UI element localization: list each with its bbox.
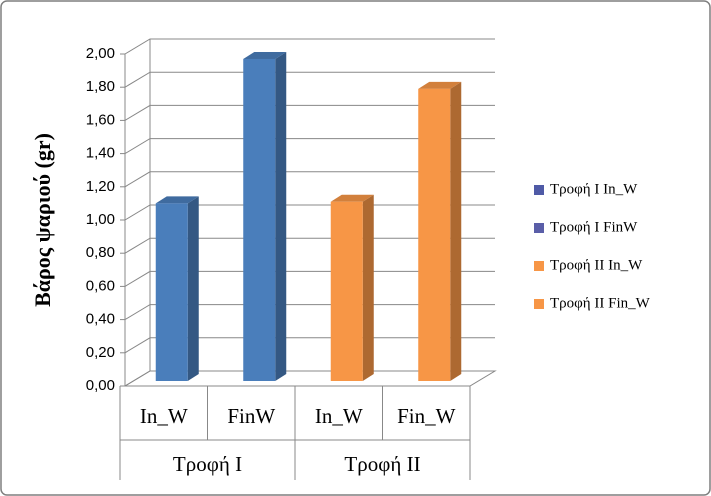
legend-swatch	[534, 299, 544, 309]
legend-label: Τροφή I FinW	[550, 219, 638, 235]
group-label: Τροφή II	[344, 452, 420, 476]
grid-line	[124, 104, 495, 121]
grid-line	[124, 138, 495, 155]
y-tick-label: 1,40	[86, 145, 115, 162]
y-tick-label: 1,80	[86, 78, 115, 95]
y-tick-label: 0,00	[86, 377, 115, 394]
y-tick-label: 0,20	[86, 344, 115, 361]
bar	[243, 58, 276, 382]
x-tick-label: Fin_W	[397, 404, 456, 428]
y-axis-title: Βάρος ψαριού (gr)	[30, 133, 55, 307]
legend-swatch	[534, 185, 544, 195]
bar-side	[450, 81, 462, 381]
bar-side	[362, 194, 374, 381]
grid-line	[124, 304, 495, 321]
y-tick-label: 2,00	[86, 45, 115, 62]
legend-label: Τροφή II In_W	[550, 257, 643, 273]
legend-swatch	[534, 223, 544, 233]
grid-line	[124, 237, 495, 254]
x-tick-label: FinW	[227, 404, 275, 428]
bar-top	[243, 51, 287, 59]
grid-line	[124, 270, 495, 287]
bar-side	[275, 51, 287, 382]
bar-side	[187, 196, 199, 381]
bar-top	[418, 81, 462, 89]
legend-swatch	[534, 261, 544, 271]
y-tick-label: 0,60	[86, 277, 115, 294]
y-tick-label: 1,60	[86, 111, 115, 128]
y-tick-label: 1,00	[86, 211, 115, 228]
y-tick-label: 0,80	[86, 244, 115, 261]
bar	[155, 203, 188, 381]
grid-line	[124, 171, 495, 188]
y-tick-label: 1,20	[86, 178, 115, 195]
legend-label: Τροφή II Fin_W	[550, 295, 651, 311]
bar-top	[330, 194, 374, 202]
x-tick-label: In_W	[140, 404, 188, 428]
grid-line	[124, 204, 495, 221]
bar	[330, 201, 363, 381]
bar-top	[155, 196, 199, 204]
legend-label: Τροφή I In_W	[550, 181, 638, 197]
grid-line	[124, 71, 495, 88]
bar	[418, 88, 451, 381]
x-tick-label: In_W	[315, 404, 363, 428]
y-tick-label: 0,40	[86, 311, 115, 328]
grid-line	[124, 38, 495, 55]
group-label: Τροφή I	[173, 452, 242, 476]
grid-line	[124, 370, 495, 387]
grid-line	[124, 337, 495, 354]
